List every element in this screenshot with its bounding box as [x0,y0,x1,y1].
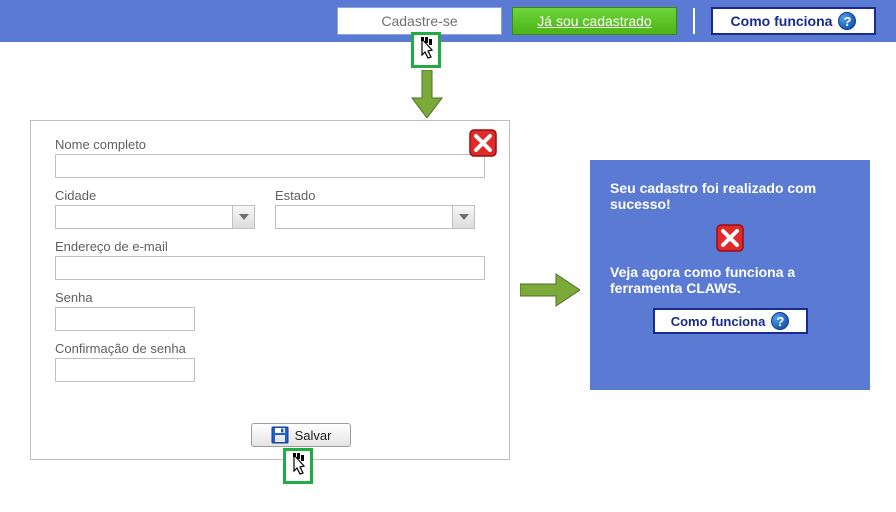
como-funciona-label: Como funciona [731,13,833,29]
chevron-down-icon[interactable] [232,206,254,228]
senha-label: Senha [55,290,485,305]
nav-separator [693,8,695,34]
estado-select[interactable] [275,205,475,229]
como-funciona-button[interactable]: Como funciona ? [653,308,808,334]
email-input[interactable] [55,256,485,280]
como-funciona-label: Como funciona [671,314,766,329]
estado-input[interactable] [275,205,475,229]
ja-cadastrado-label: Já sou cadastrado [537,13,651,29]
chevron-down-icon[interactable] [452,206,474,228]
email-label: Endereço de e-mail [55,239,485,254]
nome-label: Nome completo [55,137,485,152]
como-funciona-button[interactable]: Como funciona ? [711,7,876,35]
cidade-select[interactable] [55,205,255,229]
cursor-salvar-icon [283,448,313,484]
help-icon: ? [771,312,789,330]
nome-input[interactable] [55,154,485,178]
save-icon [271,426,289,444]
top-nav: Cadastre-se Já sou cadastrado Como funci… [0,0,896,42]
cadastre-label: Cadastre-se [381,13,457,29]
arrow-right-icon [520,272,580,313]
salvar-button[interactable]: Salvar [251,423,351,447]
registration-form: Nome completo Cidade Estado Endereço de … [30,120,510,460]
cadastre-button[interactable]: Cadastre-se [337,7,502,35]
cidade-label: Cidade [55,188,255,203]
senha-input[interactable] [55,307,195,331]
success-line1: Seu cadastro foi realizado com sucesso! [610,180,850,212]
salvar-label: Salvar [295,428,332,443]
confirma-senha-label: Confirmação de senha [55,341,485,356]
success-panel: Seu cadastro foi realizado com sucesso! … [590,160,870,390]
cursor-cadastre-icon [411,32,441,68]
close-icon[interactable] [716,224,744,252]
success-line2: Veja agora como funciona a ferramenta CL… [610,264,850,296]
arrow-down-icon [410,70,444,123]
confirma-senha-input[interactable] [55,358,195,382]
close-icon[interactable] [469,129,497,157]
estado-label: Estado [275,188,475,203]
help-icon: ? [838,12,856,30]
cidade-input[interactable] [55,205,255,229]
ja-cadastrado-button[interactable]: Já sou cadastrado [512,7,677,35]
